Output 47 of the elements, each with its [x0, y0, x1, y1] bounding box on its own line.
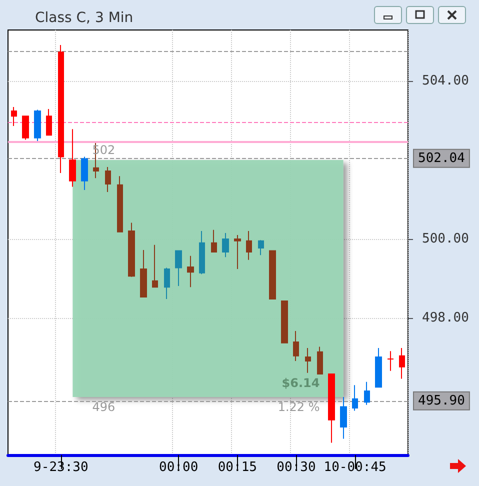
- candlestick: [364, 381, 370, 406]
- candlestick: [222, 232, 229, 258]
- x-tick-label: 00:30: [276, 460, 316, 475]
- candlestick: [352, 384, 358, 412]
- candlestick: [269, 250, 276, 300]
- candlestick: [234, 234, 241, 270]
- candlestick: [187, 255, 194, 288]
- x-tick-label: 10-00:45: [324, 460, 386, 475]
- candlestick: [305, 347, 311, 374]
- candlestick: [246, 230, 252, 260]
- candlestick: [375, 347, 382, 388]
- candlestick: [340, 396, 347, 440]
- candlestick: [69, 128, 76, 188]
- candlestick: [175, 250, 182, 286]
- candlestick: [328, 374, 335, 444]
- candlestick: [211, 229, 217, 252]
- annotation: 496: [92, 400, 116, 414]
- candlestick: [46, 108, 52, 136]
- candlestick: [152, 244, 158, 288]
- candlestick: [281, 300, 288, 344]
- annotation: 1.22 %: [278, 400, 320, 414]
- candlestick: [105, 166, 111, 192]
- candlestick: [58, 44, 64, 174]
- x-tick-label: 00:15: [218, 460, 257, 475]
- candlestick: [199, 230, 205, 275]
- candlestick: [317, 346, 323, 375]
- candlestick: [81, 156, 88, 190]
- candlestick: [258, 240, 264, 256]
- candlestick: [11, 106, 17, 126]
- ref-line-label: 502.04: [418, 150, 466, 166]
- x-tick-label: 9-23:30: [34, 460, 88, 475]
- y-tick-label: 498.00: [422, 310, 469, 326]
- ref-line-label: 495.90: [418, 393, 465, 408]
- candlestick: [34, 109, 41, 142]
- x-tick-label: 00:00: [159, 460, 198, 475]
- y-tick-label: 500.00: [422, 231, 469, 246]
- candlestick: [140, 250, 147, 298]
- candlestick: [293, 330, 299, 362]
- candlestick: [22, 116, 29, 140]
- annotation: $6.14: [282, 376, 320, 390]
- candlestick: [387, 350, 394, 372]
- candlestick: [399, 347, 405, 380]
- candlestick: [117, 176, 123, 232]
- chart-title: Class C, 3 Min: [35, 10, 134, 26]
- candlestick: [164, 267, 170, 300]
- y-tick-label: 504.00: [422, 73, 469, 88]
- candlestick: [128, 222, 135, 278]
